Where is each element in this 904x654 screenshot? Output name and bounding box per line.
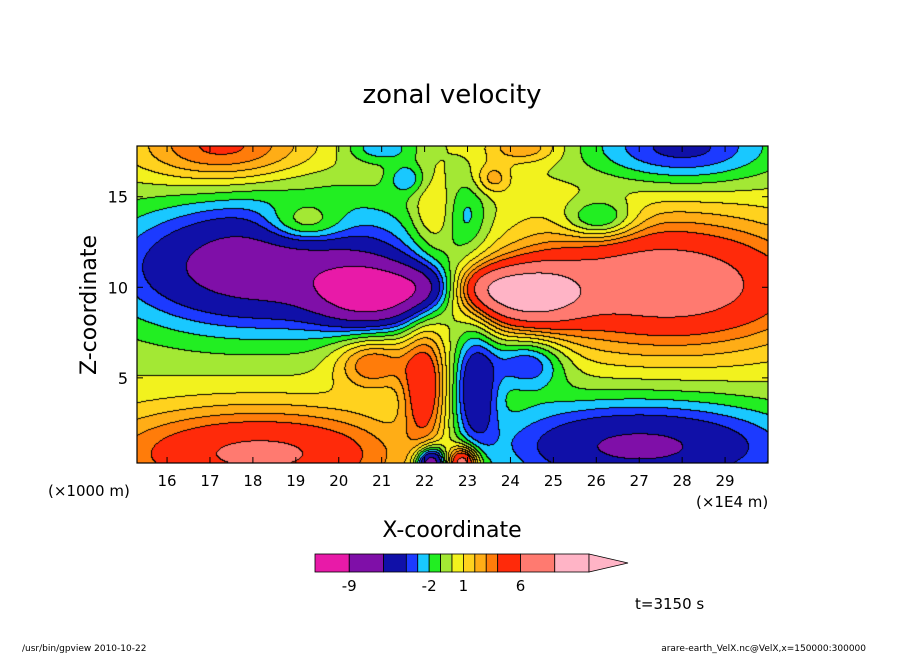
- x-axis-label: X-coordinate: [382, 518, 521, 543]
- colorbar: -9 -2 1 6: [314, 553, 629, 595]
- colorbar-bin: [405, 553, 419, 573]
- colorbar-tick-label: -9: [342, 577, 357, 595]
- colorbar-tick-label: 1: [459, 577, 469, 595]
- colorbar-bin: [440, 553, 453, 573]
- x-tick-label: 29: [716, 472, 735, 490]
- x-tick-label: 16: [158, 472, 177, 490]
- chart-title: zonal velocity: [362, 80, 541, 110]
- x-axis: 16 17 18 19 20 21 22 23 24 25 26 27 28 29: [158, 146, 735, 490]
- colorbar-bin: [485, 553, 499, 573]
- colorbar-bin: [474, 553, 487, 573]
- footer-right: arare-earth_VelX.nc@VelX,x=150000:300000: [661, 644, 866, 654]
- x-unit-right: (×1E4 m): [696, 493, 768, 511]
- footer-left: /usr/bin/gpview 2010-10-22: [22, 644, 146, 654]
- x-unit-left: (×1000 m): [48, 482, 130, 500]
- colorbar-bin: [520, 553, 556, 573]
- x-tick-label: 21: [372, 472, 391, 490]
- y-tick-label: 15: [108, 188, 128, 207]
- x-tick-label: 27: [630, 472, 649, 490]
- y-tick-label: 10: [108, 278, 128, 297]
- y-axis: 5 10 15: [108, 188, 768, 388]
- x-tick-label: 18: [243, 472, 262, 490]
- contour-field: [137, 146, 768, 463]
- colorbar-bin: [383, 553, 407, 573]
- x-tick-label: 17: [200, 472, 219, 490]
- colorbar-bin: [314, 553, 350, 573]
- colorbar-bin: [417, 553, 430, 573]
- colorbar-bin: [463, 553, 476, 573]
- x-tick-label: 28: [673, 472, 692, 490]
- colorbar-bin: [554, 553, 590, 573]
- colorbar-tick-label: -2: [422, 577, 437, 595]
- colorbar-bin: [428, 553, 441, 573]
- x-tick-label: 20: [329, 472, 348, 490]
- colorbar-bin: [348, 553, 384, 573]
- plot-frame: [136, 145, 769, 464]
- x-tick-label: 26: [587, 472, 606, 490]
- colorbar-bin: [451, 553, 464, 573]
- x-tick-label: 23: [458, 472, 477, 490]
- x-tick-label: 19: [286, 472, 305, 490]
- time-label: t=3150 s: [635, 595, 704, 613]
- y-tick-label: 5: [118, 369, 128, 388]
- x-tick-label: 25: [544, 472, 563, 490]
- y-axis-label: Z-coordinate: [77, 235, 102, 375]
- plot-area: [136, 145, 769, 464]
- x-tick-label: 22: [415, 472, 434, 490]
- colorbar-extend-arrow: [588, 553, 629, 573]
- colorbar-bin: [497, 553, 521, 573]
- colorbar-tick-label: 6: [516, 577, 526, 595]
- x-tick-label: 24: [501, 472, 520, 490]
